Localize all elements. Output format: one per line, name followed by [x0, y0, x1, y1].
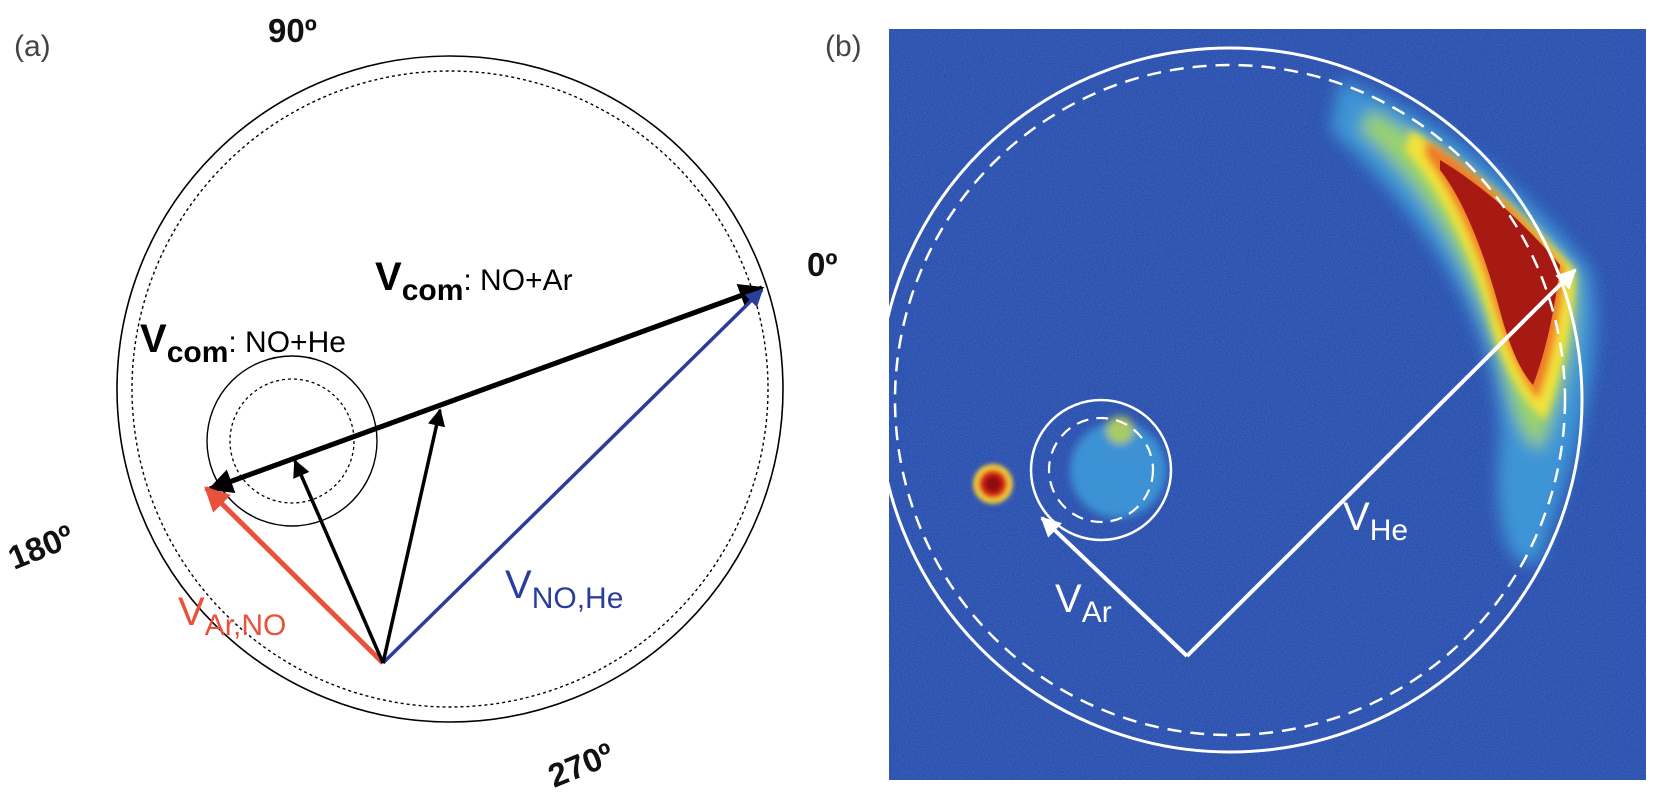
small-dashed-circle: [229, 378, 355, 504]
panel-b-label: (b): [825, 30, 862, 63]
ar-intensity-region: [1070, 416, 1166, 518]
small-newton-circle: [206, 355, 378, 527]
label-com-he: Vcom: NO+He: [140, 317, 346, 369]
label-v-ar: VAr: [1055, 577, 1112, 629]
vector-com-he: [293, 459, 385, 664]
label-com-ar: Vcom: NO+Ar: [375, 255, 573, 307]
label-ar-no: VAr,NO: [178, 590, 286, 642]
newton-circle-ar: [1029, 398, 1173, 542]
ar-hot-spot: [973, 464, 1013, 504]
vector-com-ar-center: [381, 408, 446, 664]
angle-label-0: 0º: [807, 246, 837, 283]
vector-ar-no: [204, 486, 385, 665]
outer-newton-circle: [116, 55, 784, 723]
panel-a: (a) 90º 0º 180º 270º Vcom: NO+Ar Vcom: N…: [3, 12, 838, 794]
newton-dashed-circle-ar: [1047, 416, 1155, 524]
vector-com-ar-reverse: [207, 285, 763, 494]
vector-no-he: [381, 288, 764, 665]
angle-label-90: 90º: [268, 12, 317, 49]
panel-b: (b): [825, 29, 1646, 780]
newton-dashed-circle-he: [893, 63, 1567, 737]
velocity-map-image: [889, 29, 1646, 780]
he-intensity-peak: [1440, 160, 1560, 385]
vector-ar: [1040, 516, 1189, 658]
label-v-he: VHe: [1343, 495, 1408, 547]
newton-circle-he: [876, 46, 1584, 754]
label-no-he: VNO,He: [505, 563, 623, 615]
panel-a-label: (a): [14, 30, 51, 63]
angle-label-270: 270º: [543, 735, 619, 794]
vector-he: [1185, 268, 1577, 658]
angle-label-180: 180º: [3, 517, 79, 576]
outer-dashed-circle: [131, 70, 769, 708]
